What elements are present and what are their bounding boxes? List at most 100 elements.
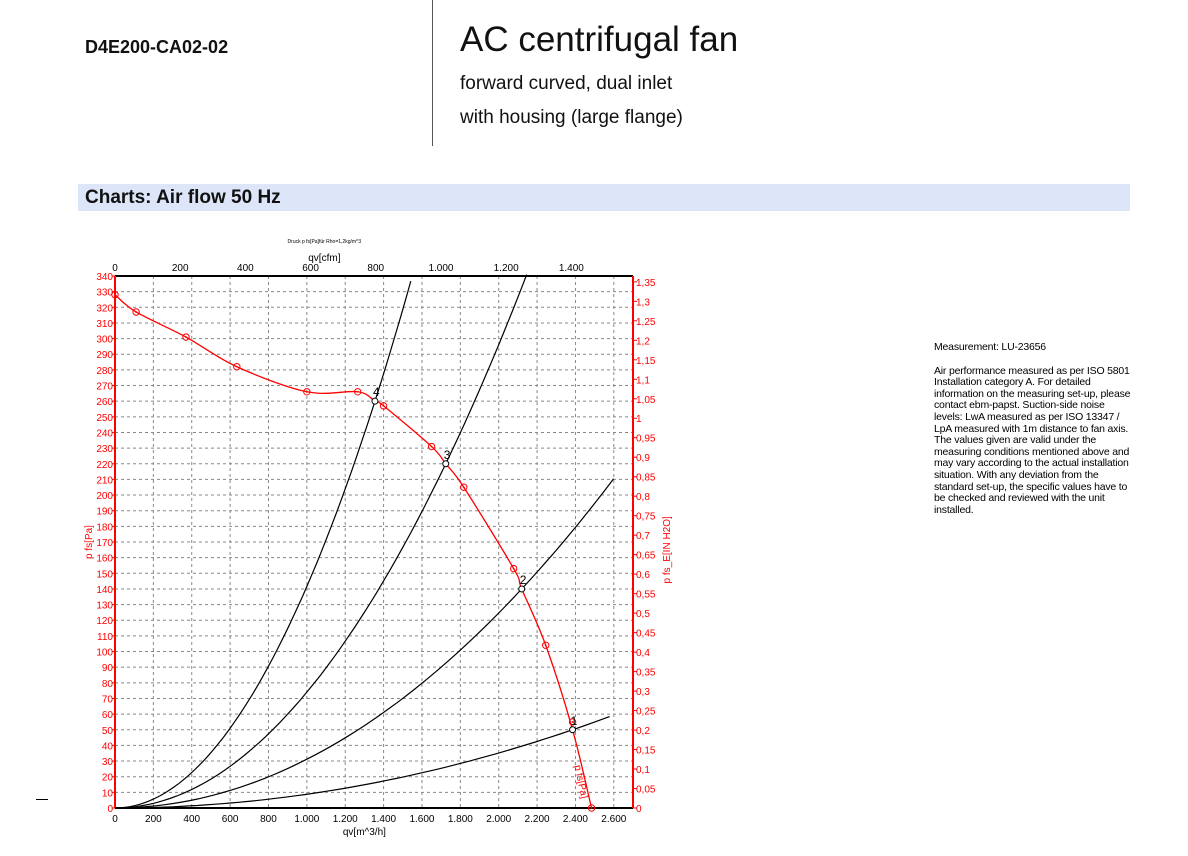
measured-point-dot — [235, 365, 238, 368]
x-tick-label: 1.600 — [409, 814, 434, 825]
x2-tick-label: 600 — [302, 263, 319, 274]
x2-axis-label: qv[cfm] — [308, 253, 340, 264]
section-header: Charts: Air flow 50 Hz — [78, 184, 1130, 211]
x2-tick-label: 1.200 — [494, 263, 519, 274]
y-tick-label: 40 — [102, 741, 114, 752]
y-tick-label: 340 — [96, 272, 113, 283]
y2-axis-label: p fs_E[IN H2O] — [662, 516, 673, 583]
y2-tick-label: 0,85 — [636, 473, 656, 484]
y-tick-label: 270 — [96, 382, 113, 393]
y-tick-label: 230 — [96, 444, 113, 455]
x-tick-label: 1.400 — [371, 814, 396, 825]
y2-tick-label: 1,25 — [636, 317, 656, 328]
divider — [432, 0, 433, 146]
measured-point-dot — [462, 486, 465, 489]
y2-tick-label: 0,45 — [636, 629, 656, 640]
y2-tick-label: 0,3 — [636, 687, 650, 698]
x2-tick-label: 1.000 — [428, 263, 453, 274]
x-tick-label: 2.000 — [486, 814, 511, 825]
fan-curve-label: p fs[Pa] — [572, 764, 590, 800]
y-tick-label: 130 — [96, 601, 113, 612]
y2-tick-label: 0,8 — [636, 492, 650, 503]
y2-tick-label: 0,75 — [636, 512, 656, 523]
y2-tick-label: 1,15 — [636, 356, 656, 367]
y-tick-label: 310 — [96, 319, 113, 330]
operating-point-1 — [569, 726, 577, 734]
measured-point — [509, 564, 518, 573]
y-tick-label: 200 — [96, 491, 113, 502]
y-tick-label: 240 — [96, 428, 113, 439]
y-tick-label: 120 — [96, 616, 113, 627]
product-title: AC centrifugal fan — [460, 20, 739, 59]
dash-mark — [36, 799, 48, 800]
measurement-description: Air performance measured as per ISO 5801… — [934, 364, 1131, 516]
y-tick-label: 70 — [102, 694, 114, 705]
system-curve-1 — [115, 716, 610, 809]
x-tick-label: 1.000 — [294, 814, 319, 825]
y-tick-label: 150 — [96, 569, 113, 580]
operating-point-label: 3 — [444, 448, 451, 462]
x-tick-label: 2.400 — [563, 814, 588, 825]
measured-point-dot — [544, 644, 547, 647]
measurement-info: Measurement: LU-23656 Air performance me… — [934, 341, 1134, 528]
y-tick-label: 300 — [96, 335, 113, 346]
y2-tick-label: 0 — [636, 804, 642, 815]
measured-point-dot — [571, 721, 574, 723]
measured-point-dot — [135, 311, 138, 313]
product-subtitle-2: with housing (large flange) — [460, 107, 683, 128]
chart-title: Druck p fs[Pa]für Rho=1,2kg/m^3 — [288, 239, 362, 245]
model-number: D4E200-CA02-02 — [85, 37, 229, 57]
x-tick-label: 400 — [183, 814, 200, 825]
operating-point-label: 4 — [373, 385, 380, 399]
product-subtitle-1: forward curved, dual inlet — [460, 73, 673, 94]
section-title: Charts: Air flow 50 Hz — [85, 187, 281, 208]
x-tick-label: 0 — [112, 814, 118, 825]
y2-tick-label: 0,65 — [636, 551, 656, 562]
measured-point-dot — [114, 293, 116, 296]
x-tick-label: 800 — [260, 814, 277, 825]
y2-tick-label: 0,6 — [636, 570, 650, 581]
y-tick-label: 30 — [102, 757, 114, 768]
x2-tick-label: 200 — [172, 263, 189, 274]
y-tick-label: 210 — [96, 475, 113, 486]
y-tick-label: 260 — [96, 397, 113, 408]
y-tick-label: 170 — [96, 538, 113, 549]
y2-tick-label: 0,4 — [636, 648, 650, 659]
y2-tick-label: 0,15 — [636, 746, 656, 757]
y2-tick-label: 1,1 — [636, 375, 650, 386]
system-curve-4 — [114, 280, 412, 809]
measured-point — [587, 804, 596, 812]
measured-point — [568, 718, 577, 726]
measured-point-dot — [430, 445, 433, 448]
fan-curve — [114, 294, 593, 809]
y-tick-label: 180 — [96, 522, 113, 533]
measured-point-dot — [512, 567, 515, 570]
measured-point-dot — [356, 390, 359, 393]
x-tick-label: 2.200 — [525, 814, 550, 825]
x-axis-label: qv[m^3/h] — [343, 827, 386, 838]
measured-point — [353, 388, 362, 396]
measured-point — [182, 333, 190, 341]
y-tick-label: 90 — [102, 663, 114, 674]
x-tick-label: 2.600 — [601, 814, 626, 825]
x2-tick-label: 800 — [367, 263, 384, 274]
y-tick-label: 250 — [96, 413, 113, 424]
system-curve-3 — [114, 274, 528, 809]
operating-point-4 — [371, 397, 379, 405]
measured-point — [542, 641, 550, 649]
x2-tick-label: 400 — [237, 263, 254, 274]
y2-tick-label: 1,35 — [636, 278, 656, 289]
y2-tick-label: 0,5 — [636, 609, 650, 620]
y-tick-label: 280 — [96, 366, 113, 377]
operating-point-2 — [518, 585, 526, 593]
measured-point — [111, 291, 119, 299]
y-tick-label: 110 — [97, 632, 113, 643]
y2-tick-label: 0,9 — [636, 453, 650, 464]
y2-tick-label: 0,35 — [636, 668, 656, 679]
y2-tick-label: 1 — [636, 414, 642, 425]
y-tick-label: 100 — [96, 648, 113, 659]
y-tick-label: 20 — [102, 773, 114, 784]
y2-tick-label: 0,7 — [636, 531, 650, 542]
y-tick-label: 60 — [102, 710, 114, 721]
y-tick-label: 290 — [96, 350, 113, 361]
